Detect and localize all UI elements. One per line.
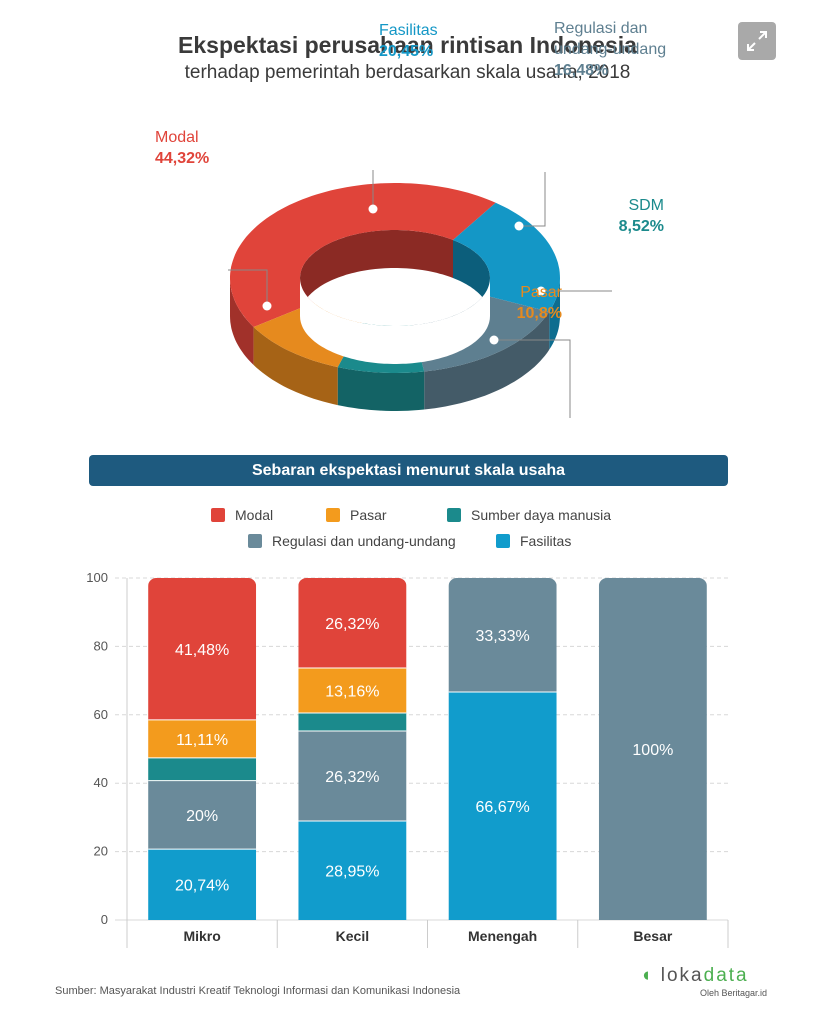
- x-tick-label: Besar: [633, 928, 672, 944]
- x-tick-label: Kecil: [336, 928, 369, 944]
- data-label: 26,32%: [325, 769, 379, 786]
- page-subtitle: terhadap pemerintah berdasarkan skala us…: [184, 62, 631, 83]
- y-tick-label: 80: [94, 638, 108, 653]
- data-label: 66,67%: [475, 799, 529, 816]
- donut-chart: [228, 170, 612, 418]
- bar-segment: [148, 719, 257, 758]
- donut-wall-1: [549, 278, 560, 350]
- donut-wall-3: [337, 367, 425, 411]
- bar-segment: [298, 667, 407, 713]
- donut-wall-0: [230, 278, 254, 365]
- stacked-bar-chart: 0 20 40 60 80 100 20,74% 20% 11,11% 41,48% Mikro 28…: [86, 570, 729, 948]
- x-tick-label: Mikro: [183, 928, 220, 944]
- data-label: 28,95%: [325, 863, 379, 880]
- legend-regulasi: Regulasi dan undang-undang: [248, 533, 456, 549]
- logo-subtitle: Oleh Beritagar.id: [700, 988, 768, 998]
- legend-sdm: Sumber daya manusia: [447, 507, 611, 523]
- data-label: 33,33%: [475, 628, 529, 645]
- bar-segment: [148, 849, 257, 920]
- donut-label-sdm: SDM 8,52%: [618, 197, 664, 235]
- leader-line-2: [519, 172, 546, 227]
- legend-swatch: [326, 508, 340, 522]
- donut-label-modal: Modal 44,32%: [155, 129, 210, 167]
- leader-dot-0: [262, 301, 272, 311]
- bar-besar: [598, 578, 707, 920]
- leader-dot-2: [514, 221, 524, 231]
- bar-segment: [448, 578, 557, 692]
- data-label: 13,16%: [325, 683, 379, 700]
- leader-dot-4: [489, 335, 499, 345]
- expand-button[interactable]: [738, 22, 776, 60]
- data-label: 100%: [632, 742, 673, 759]
- leader-line-0: [228, 269, 268, 306]
- lokadata-logo: ◖ lokadata: [640, 965, 749, 986]
- legend-pasar: Pasar: [326, 507, 387, 523]
- donut-label-pasar: Pasar 10,8%: [516, 284, 562, 322]
- data-label: 26,32%: [325, 616, 379, 633]
- y-tick-label: 20: [94, 844, 108, 859]
- bar-segment: [448, 691, 557, 920]
- legend-swatch: [447, 508, 461, 522]
- leader-dot-3: [536, 286, 546, 296]
- data-label: 20,74%: [175, 878, 229, 895]
- bar-segment: [298, 730, 407, 821]
- donut-label-fasilitas: Fasilitas 20,45%: [379, 22, 438, 60]
- x-tick-label: Menengah: [468, 928, 537, 944]
- legend-fasilitas: Fasilitas: [496, 533, 571, 549]
- bar-segment: [598, 578, 707, 920]
- expand-icon: [747, 31, 767, 51]
- donut-slice-0: [230, 183, 496, 327]
- bar-segment: [298, 712, 407, 731]
- bar-segment: [148, 780, 257, 850]
- bar-menengah: [448, 578, 557, 920]
- donut-wall-4: [253, 327, 338, 406]
- donut-hole: [300, 278, 490, 364]
- legend-swatch: [248, 534, 262, 548]
- bar-segment: [298, 820, 407, 920]
- data-label: 11,11%: [176, 732, 228, 749]
- donut-slice-1: [453, 202, 560, 312]
- leaf-icon: ◖: [640, 965, 654, 986]
- leader-line-4: [494, 339, 571, 418]
- data-label: 20%: [186, 808, 218, 825]
- y-tick-label: 60: [94, 707, 108, 722]
- y-tick-label: 100: [86, 570, 108, 585]
- source-note: Sumber: Masyarakat Industri Kreatif Tekn…: [55, 985, 461, 997]
- bar-kecil: [298, 577, 407, 920]
- bar-chart-title: Sebaran ekspektasi menurut skala usaha: [89, 455, 728, 486]
- legend-modal: Modal: [211, 507, 273, 523]
- data-label: 41,48%: [175, 642, 229, 659]
- donut-wall-2: [424, 311, 550, 410]
- page-title: Ekspektasi perusahaan rintisan Indonesia: [178, 32, 637, 58]
- bar-segment: [298, 577, 407, 668]
- donut-inner-wall-0: [300, 230, 453, 316]
- bar-segment: [148, 578, 257, 720]
- donut-label-regulasi: Regulasi dan undang-undang 16,48%: [554, 20, 667, 79]
- bar-segment: [148, 757, 257, 781]
- y-tick-label: 0: [101, 912, 108, 927]
- donut-inner-wall-1: [453, 240, 490, 316]
- legend-swatch: [496, 534, 510, 548]
- bar-mikro: [148, 578, 257, 920]
- y-tick-label: 40: [94, 775, 108, 790]
- leader-dot-1: [368, 204, 378, 214]
- legend-swatch: [211, 508, 225, 522]
